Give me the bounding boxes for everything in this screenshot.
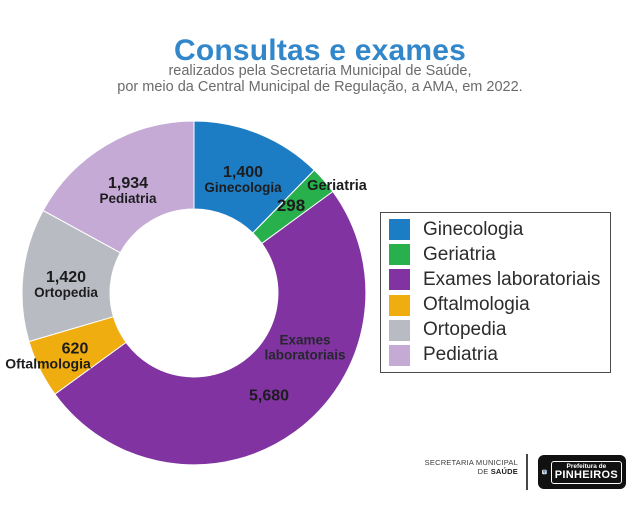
pinheiros-logo-small-text: Prefeitura de (566, 462, 607, 470)
segment-name-pediatria: Pediatria (99, 191, 157, 207)
legend-swatch-ginecologia (389, 219, 410, 241)
legend-swatch-geriatria (389, 244, 410, 266)
chart-legend: Ginecologia Geriatria Exames laboratoria… (380, 212, 611, 373)
legend-item-pediatria: Pediatria (389, 344, 602, 366)
legend-label-geriatria: Geriatria (423, 243, 496, 265)
legend-label-pediatria: Pediatria (423, 344, 498, 366)
footer-secretaria-line2: DE SAÚDE (477, 466, 518, 476)
footer-secretaria-line1: SECRETARIA MUNICIPAL (424, 458, 518, 467)
footer-secretaria-text: SECRETARIA MUNICIPAL DE SAÚDE (424, 458, 518, 476)
legend-item-exames-laboratoriais: Exames laboratoriais (389, 269, 602, 291)
subtitle-line-1: realizados pela Secretaria Municipal de … (168, 63, 472, 79)
donut-segment-exames-laboratoriais (54, 190, 367, 466)
segment-label-ortopedia: 1,420 Ortopedia (34, 269, 98, 301)
segment-value-ortopedia: 1,420 (45, 269, 87, 287)
page-subtitle: realizados pela Secretaria Municipal de … (0, 63, 640, 95)
prefeitura-pinheiros-logo: Prefeitura de PINHEIROS (538, 455, 626, 489)
legend-label-exames-laboratoriais: Exames laboratoriais (423, 268, 601, 290)
legend-swatch-exames-laboratoriais (389, 269, 410, 291)
donut-chart-svg (21, 120, 367, 466)
legend-swatch-pediatria (389, 344, 410, 366)
legend-item-geriatria: Geriatria (389, 244, 602, 266)
segment-value-oftalmologia: 620 (61, 340, 89, 358)
legend-label-ortopedia: Ortopedia (423, 319, 507, 341)
pinheiros-logo-big-text: PINHEIROS (554, 468, 618, 481)
segment-value-exames-laboratoriais: 5,680 (248, 387, 290, 405)
segment-label-ginecologia: 1,400 Ginecologia (204, 164, 281, 196)
segment-value-pediatria: 1,934 (107, 175, 149, 193)
segment-value-geriatria: 298 (276, 195, 306, 215)
segment-name-oftalmologia: Oftalmologia (5, 355, 91, 372)
legend-swatch-oftalmologia (389, 294, 410, 316)
donut-chart (20, 119, 368, 467)
segment-name-exames-laboratoriais: Exames laboratoriais (264, 332, 346, 362)
segment-name-geriatria: Geriatria (307, 178, 367, 195)
legend-swatch-ortopedia (389, 319, 410, 341)
page-title: Consultas e exames (173, 34, 467, 68)
legend-item-oftalmologia: Oftalmologia (389, 294, 602, 316)
segment-value-ginecologia: 1,400 (222, 164, 264, 182)
donut-segment-pediatria (42, 120, 195, 254)
footer-divider (526, 454, 528, 490)
subtitle-line-2: por meio da Central Municipal de Regulaç… (117, 78, 523, 95)
pinheiros-crest-icon (542, 469, 547, 475)
legend-label-ginecologia: Ginecologia (423, 218, 524, 240)
pinheiros-logo-text: Prefeitura de PINHEIROS (550, 460, 622, 484)
legend-item-ginecologia: Ginecologia (389, 219, 602, 241)
legend-item-ortopedia: Ortopedia (389, 319, 602, 341)
segment-name-ortopedia: Ortopedia (34, 285, 98, 301)
segment-label-pediatria: 1,934 Pediatria (99, 175, 156, 207)
segment-name-ginecologia: Ginecologia (204, 180, 282, 196)
legend-label-oftalmologia: Oftalmologia (423, 294, 530, 316)
